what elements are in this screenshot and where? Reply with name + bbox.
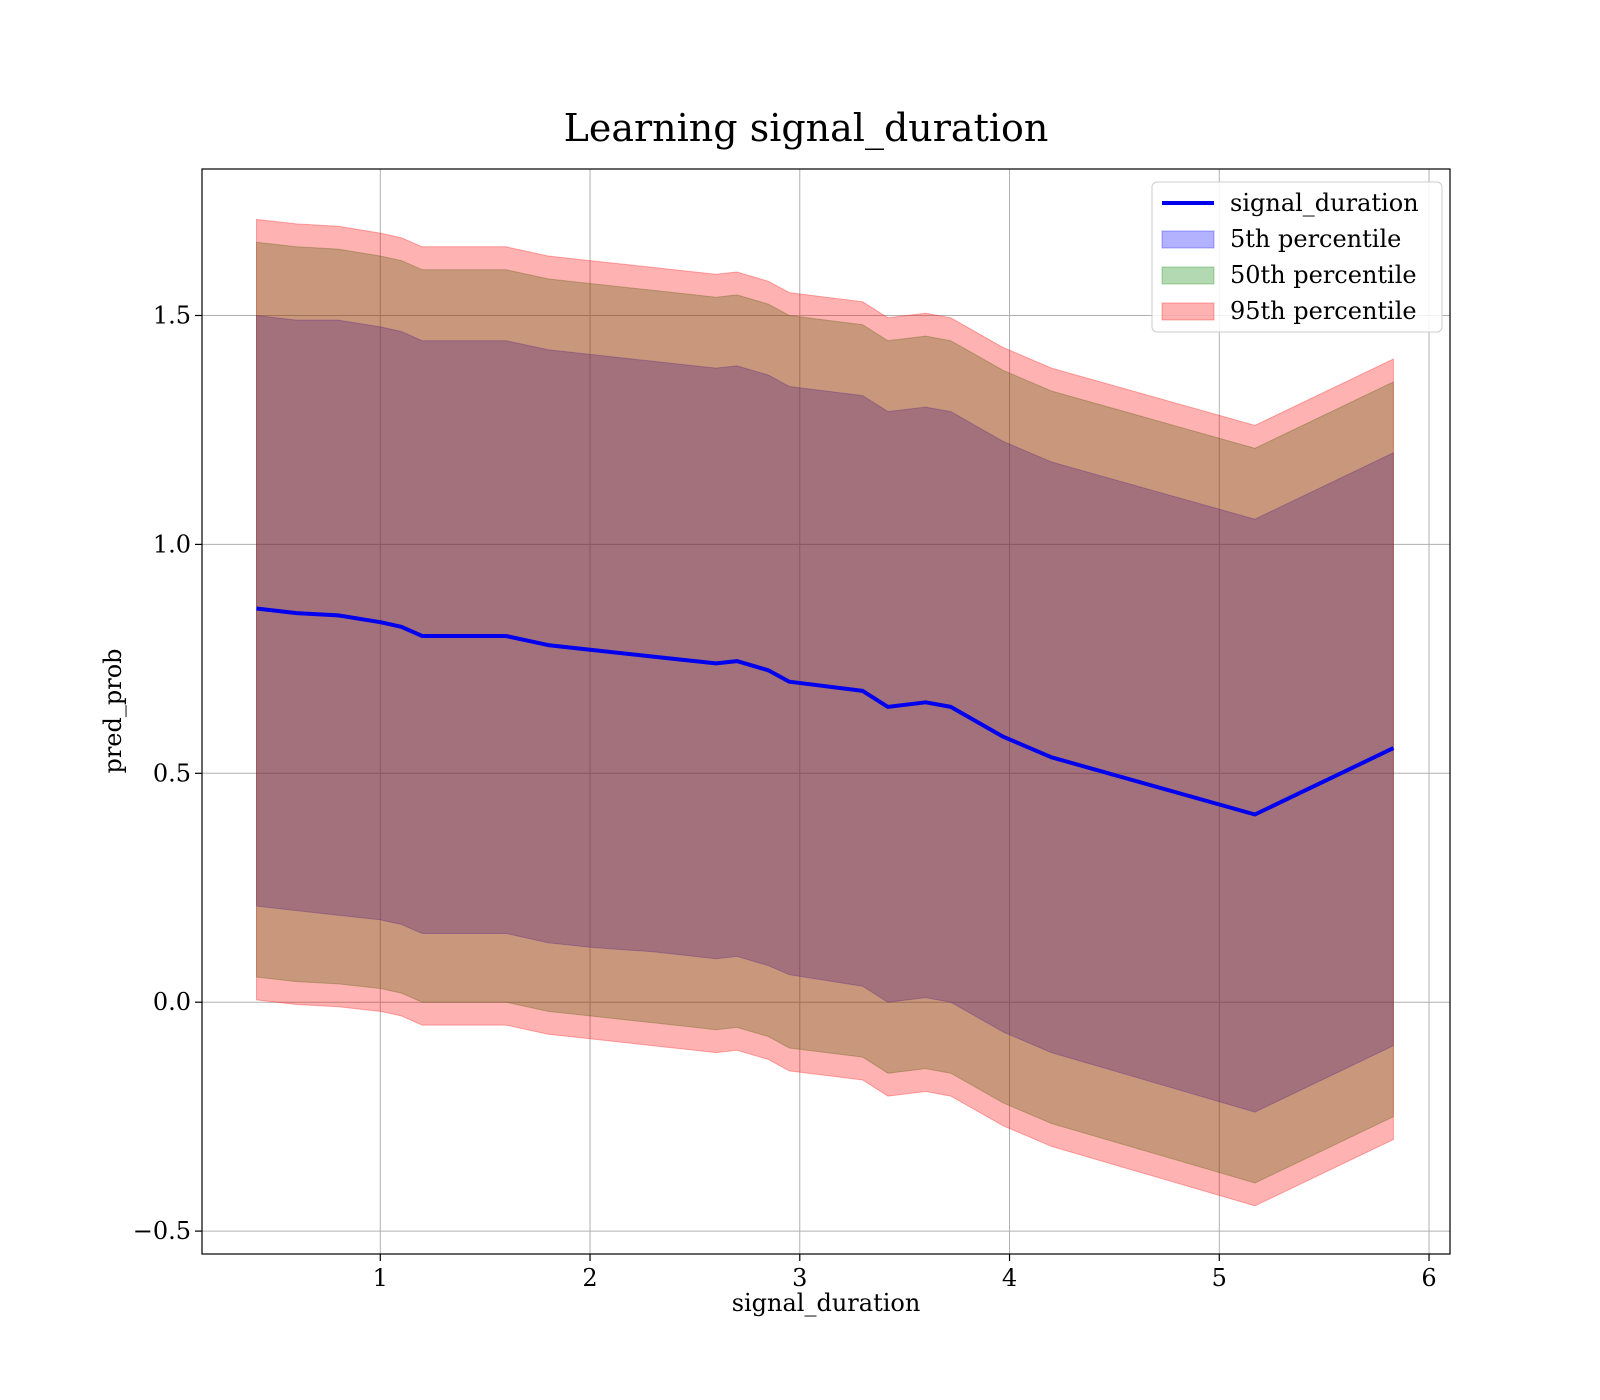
percentile-bands [256, 218, 1394, 1207]
y-axis-ticks: −0.5 0.0 0.5 1.0 1.5 [133, 301, 202, 1245]
x-axis-ticks: 1 2 3 4 5 6 [373, 1254, 1437, 1292]
band-5th-percentile [256, 314, 1394, 1113]
line-signal-duration [256, 606, 1395, 817]
x-tick-label: 6 [1421, 1264, 1436, 1292]
legend-label: signal_duration [1230, 189, 1419, 217]
y-tick-label: −0.5 [133, 1217, 191, 1245]
x-tick-label: 2 [582, 1264, 597, 1292]
legend-label: 50th percentile [1230, 261, 1417, 289]
y-axis-label: pred_prob [99, 648, 127, 773]
y-tick-label: 0.0 [153, 988, 191, 1016]
y-tick-label: 1.0 [153, 530, 191, 558]
x-axis-label: signal_duration [732, 1289, 921, 1317]
series-lines [256, 606, 1395, 817]
band-95th-percentile [256, 218, 1394, 1207]
y-tick-label: 0.5 [153, 759, 191, 787]
chart-title: Learning signal_duration [564, 106, 1049, 151]
legend-swatch [1161, 230, 1215, 249]
legend-swatch [1161, 266, 1215, 285]
x-tick-label: 3 [792, 1264, 807, 1292]
band-50th-percentile [256, 241, 1394, 1184]
legend-label: 95th percentile [1230, 297, 1417, 325]
y-tick-label: 1.5 [153, 301, 191, 329]
x-tick-label: 1 [373, 1264, 388, 1292]
x-tick-label: 4 [1002, 1264, 1017, 1292]
plot-frame [201, 168, 1451, 1255]
legend-swatch [1161, 302, 1215, 321]
legend-box [1151, 181, 1443, 333]
x-tick-label: 5 [1212, 1264, 1227, 1292]
legend: signal_duration 5th percentile 50th percen… [1151, 181, 1443, 333]
legend-label: 5th percentile [1230, 225, 1401, 253]
